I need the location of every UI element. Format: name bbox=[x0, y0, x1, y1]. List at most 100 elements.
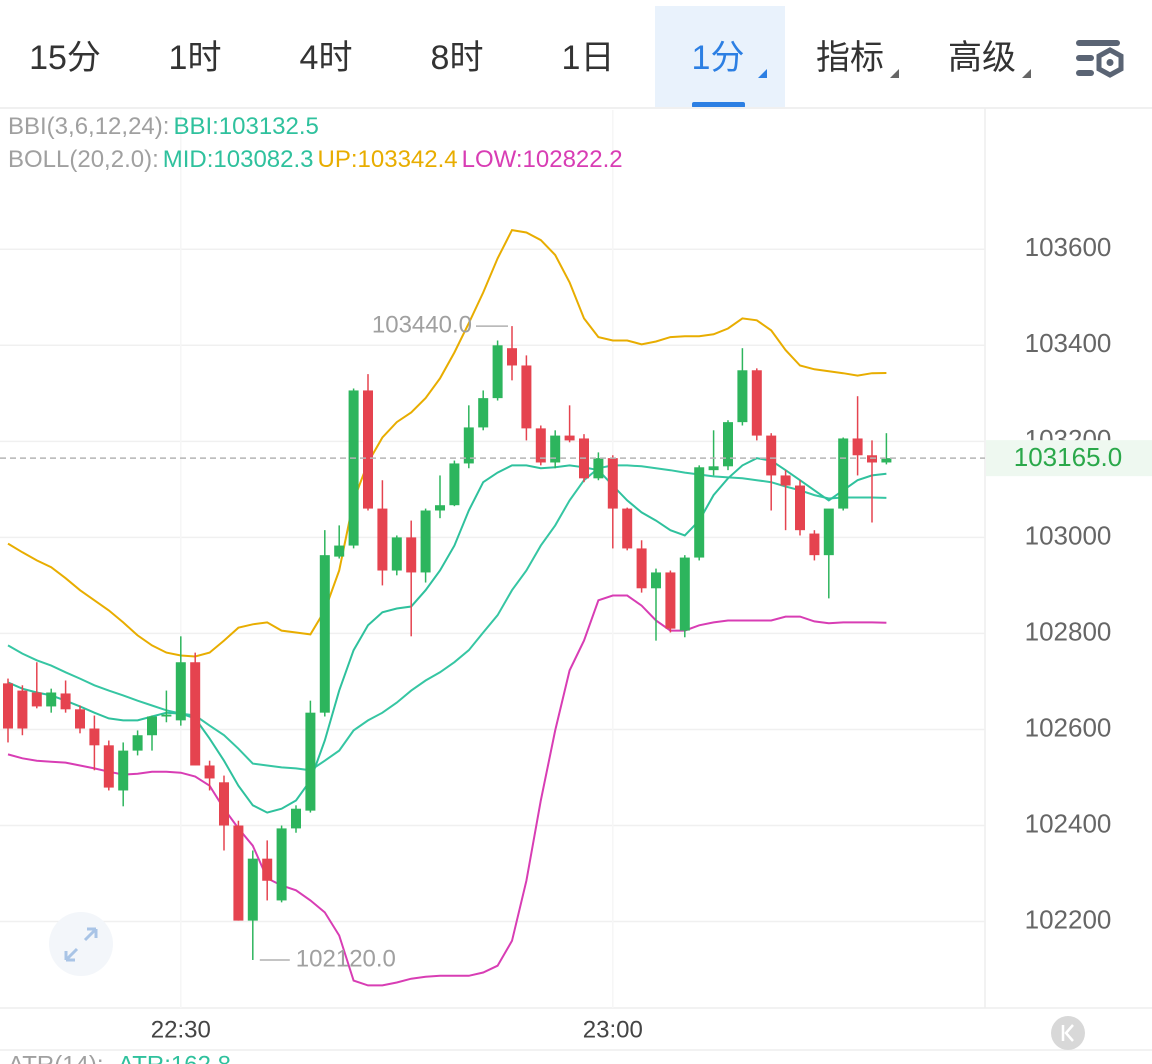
candle-body bbox=[319, 555, 330, 713]
grid: 1022001024001026001028001030001032001034… bbox=[0, 110, 1111, 1043]
y-tick-label: 102600 bbox=[1025, 712, 1112, 742]
candle-body bbox=[75, 709, 85, 729]
candle-body bbox=[247, 858, 258, 921]
tab-label[interactable]: 4时 bbox=[300, 39, 353, 77]
candle-body bbox=[219, 782, 229, 826]
candle-body bbox=[175, 662, 186, 721]
candle-body bbox=[435, 505, 445, 511]
candle-body bbox=[204, 765, 215, 779]
candle-body bbox=[463, 427, 474, 464]
indicator-line bbox=[7, 228, 887, 658]
y-tick-label: 102200 bbox=[1025, 904, 1112, 934]
candle-body bbox=[420, 510, 431, 573]
candle-body bbox=[334, 545, 345, 557]
candle-body bbox=[507, 348, 517, 366]
active-tab-bg bbox=[655, 6, 785, 108]
candle-body bbox=[291, 808, 301, 829]
candle-body bbox=[391, 537, 402, 571]
candle-body bbox=[89, 728, 100, 746]
legend-item: BOLL(20,2.0): bbox=[8, 146, 159, 173]
dropdown-caret bbox=[1022, 69, 1031, 78]
candle-body bbox=[838, 438, 849, 509]
candles bbox=[3, 326, 892, 960]
icon-hex bbox=[1096, 47, 1124, 78]
y-tick-label: 102800 bbox=[1025, 616, 1112, 646]
tab-label[interactable]: 1日 bbox=[562, 39, 615, 77]
x-tick-label: 23:00 bbox=[583, 1016, 643, 1043]
annotation-label: 103440.0 bbox=[372, 311, 472, 338]
candle-body bbox=[17, 690, 28, 729]
candle-body bbox=[132, 735, 143, 751]
candle-body bbox=[550, 435, 561, 463]
x-tick-label: 22:30 bbox=[151, 1016, 211, 1043]
icon-dot bbox=[1106, 59, 1114, 66]
scroll-glyph bbox=[1061, 1024, 1074, 1042]
candle-body bbox=[723, 422, 733, 467]
legend-item: LOW:102822.2 bbox=[462, 146, 623, 173]
indicator-line bbox=[7, 594, 887, 987]
tab-label[interactable]: 指标 bbox=[816, 39, 884, 77]
legend-row: BOLL(20,2.0): MID:103082.3 UP:103342.4 LOW:… bbox=[8, 146, 623, 173]
candle-body bbox=[564, 435, 575, 441]
legend-item: BBI:103132.5 bbox=[173, 113, 318, 140]
expand-bg bbox=[49, 912, 113, 976]
candle-body bbox=[622, 508, 633, 549]
tab-label[interactable]: 1分 bbox=[692, 39, 745, 77]
legend-row: BBI(3,6,12,24): BBI:103132.5 bbox=[8, 113, 319, 140]
candle-body bbox=[679, 557, 690, 631]
expand-button[interactable] bbox=[49, 912, 113, 976]
settings-icon[interactable] bbox=[1076, 40, 1124, 78]
candle-body bbox=[3, 683, 13, 729]
candle-body bbox=[607, 458, 618, 509]
tab-label[interactable]: 15分 bbox=[29, 39, 101, 77]
candle-body bbox=[262, 858, 273, 881]
candle-body bbox=[492, 345, 503, 399]
active-tab-underline bbox=[692, 102, 745, 108]
tab-label[interactable]: 高级 bbox=[948, 39, 1016, 77]
candle-body bbox=[478, 398, 489, 428]
candle-body bbox=[449, 463, 460, 506]
tab-label[interactable]: 1时 bbox=[169, 39, 222, 77]
annotation-label: 102120.0 bbox=[296, 945, 396, 972]
candle-body bbox=[737, 370, 748, 423]
candle-body bbox=[694, 467, 705, 558]
candle-body bbox=[823, 508, 834, 556]
indicator-line bbox=[7, 464, 887, 772]
footer-value: ATR:162.8 bbox=[118, 1051, 231, 1064]
candle-body bbox=[852, 438, 863, 456]
candle-body bbox=[190, 662, 201, 766]
candle-body bbox=[60, 693, 71, 710]
candle-body bbox=[363, 390, 373, 509]
candle-body bbox=[535, 428, 546, 463]
candle-body bbox=[377, 508, 388, 571]
indicator-lines bbox=[7, 228, 887, 987]
tab-bar: 15分 1时 4时 8时 1日 1分 指标 高级 bbox=[0, 0, 1152, 108]
y-tick-label: 103000 bbox=[1025, 520, 1112, 550]
last-price-label: 103165.0 bbox=[1014, 442, 1122, 472]
candle-body bbox=[233, 825, 244, 921]
indicator-line bbox=[7, 457, 887, 814]
candle-body bbox=[780, 475, 791, 486]
scroll-end-button[interactable] bbox=[1051, 1016, 1085, 1050]
tab-label[interactable]: 8时 bbox=[431, 39, 484, 77]
footer-indicator: ATR(14): bbox=[8, 1051, 104, 1064]
tab-bar-bg bbox=[0, 0, 1152, 108]
candle-body bbox=[31, 692, 42, 707]
candle-body bbox=[881, 458, 892, 463]
candle-body bbox=[521, 365, 532, 429]
candle-body bbox=[46, 692, 57, 707]
candle-body bbox=[795, 485, 805, 531]
candle-body bbox=[636, 548, 647, 589]
candle-body bbox=[305, 712, 316, 811]
dropdown-caret bbox=[758, 69, 767, 78]
y-tick-label: 102400 bbox=[1025, 808, 1112, 838]
last-price-box bbox=[986, 440, 1152, 477]
candle-body bbox=[276, 828, 287, 901]
candle-body bbox=[103, 745, 114, 788]
candle-body bbox=[651, 572, 661, 589]
candle-body bbox=[751, 370, 762, 436]
candle-body bbox=[665, 572, 676, 629]
candle-body bbox=[118, 750, 129, 791]
legend-item: MID:103082.3 bbox=[163, 146, 314, 173]
